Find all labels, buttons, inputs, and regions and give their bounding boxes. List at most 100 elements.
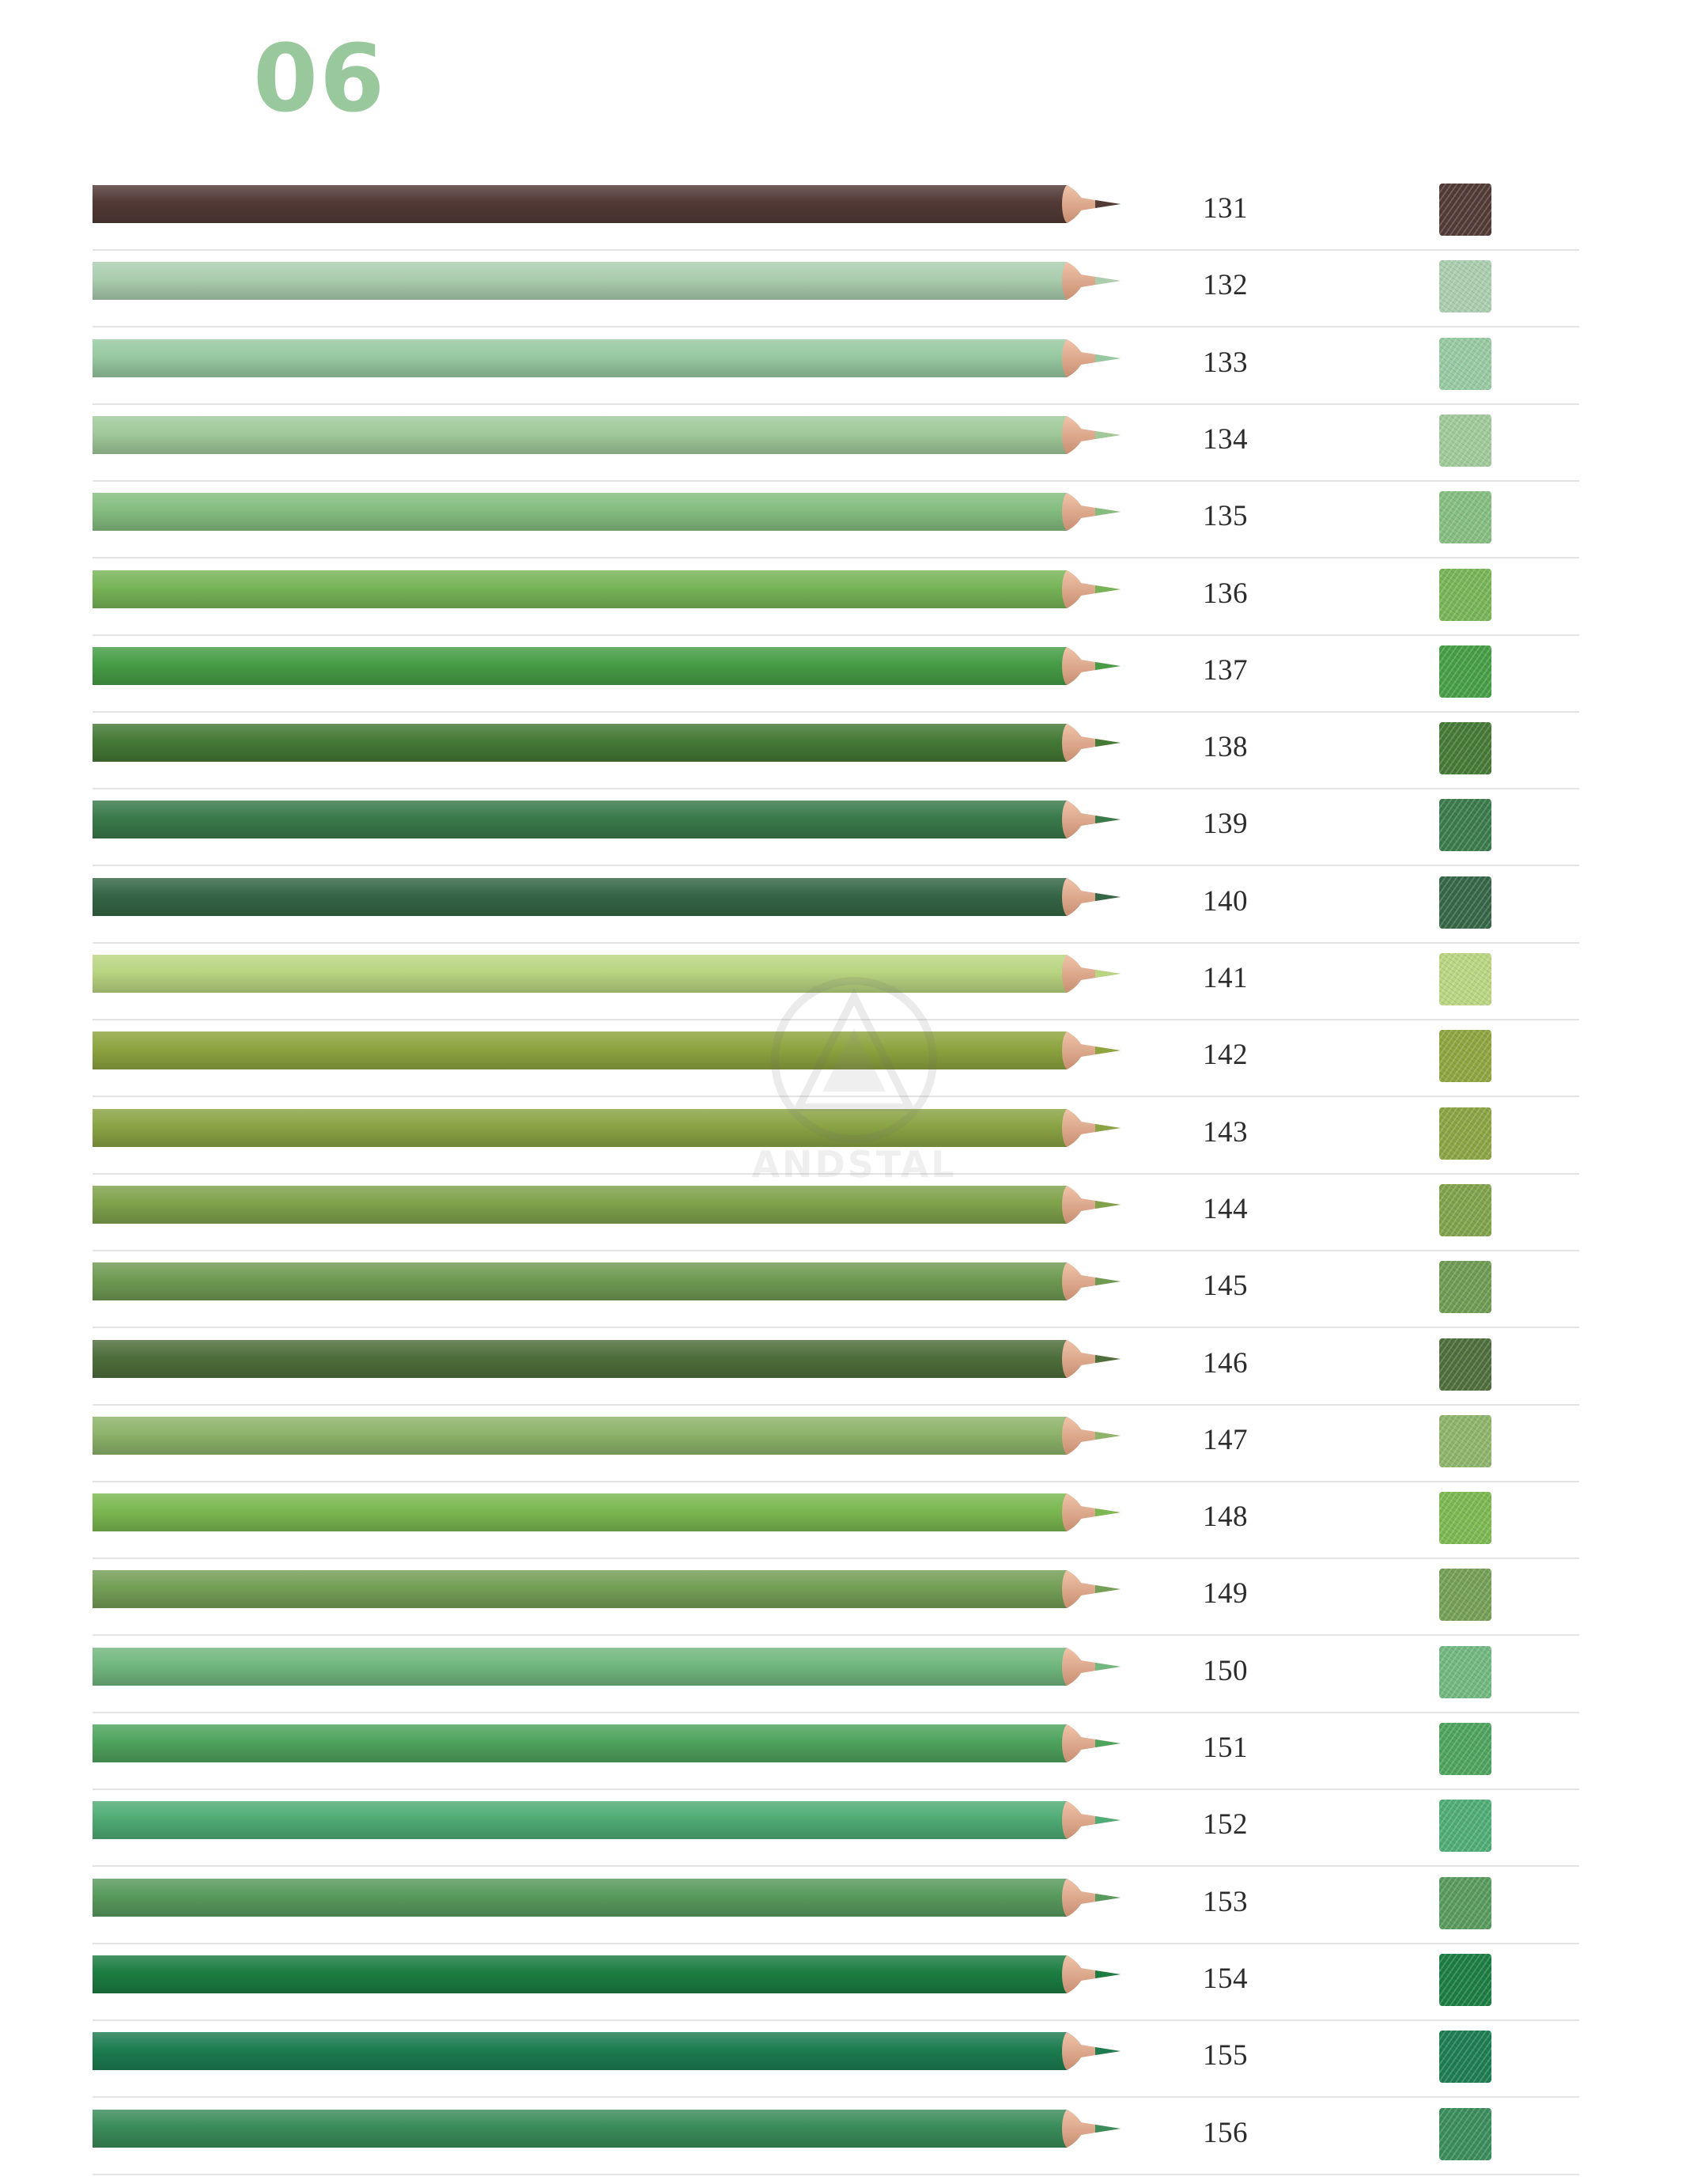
pencil-row: 135 xyxy=(93,491,1579,567)
pencil-illustration xyxy=(93,415,1121,454)
color-swatch xyxy=(1439,2031,1491,2084)
pencil-row: 137 xyxy=(93,645,1579,721)
color-code: 148 xyxy=(1203,1501,1248,1534)
color-swatch xyxy=(1439,1261,1491,1314)
pencil-row: 155 xyxy=(93,2031,1579,2106)
color-code: 138 xyxy=(1203,731,1248,764)
color-swatch xyxy=(1439,876,1491,929)
color-code: 135 xyxy=(1203,500,1248,533)
color-code: 145 xyxy=(1203,1270,1248,1303)
pencil-illustration xyxy=(93,1724,1121,1762)
color-swatch xyxy=(1439,568,1491,621)
pencil-illustration xyxy=(93,570,1121,608)
pencil-row: 152 xyxy=(93,1800,1579,1876)
color-swatch xyxy=(1439,1645,1491,1698)
pencil-row: 149 xyxy=(93,1569,1579,1645)
color-swatch xyxy=(1439,260,1491,313)
pencil-illustration xyxy=(93,1339,1121,1378)
row-divider xyxy=(93,249,1579,251)
pencil-illustration xyxy=(93,801,1121,839)
color-swatch xyxy=(1439,1107,1491,1160)
row-divider xyxy=(93,1480,1579,1482)
color-code: 150 xyxy=(1203,1654,1248,1687)
color-swatch xyxy=(1439,1876,1491,1929)
color-code: 132 xyxy=(1203,269,1248,302)
pencil-row: 133 xyxy=(93,337,1579,414)
row-divider xyxy=(93,326,1579,328)
pencil-row: 144 xyxy=(93,1183,1579,1260)
pencil-illustration xyxy=(93,724,1121,763)
color-code: 140 xyxy=(1203,884,1248,918)
color-code: 136 xyxy=(1203,577,1248,610)
pencil-row: 141 xyxy=(93,953,1579,1029)
pencil-illustration xyxy=(93,1493,1121,1532)
row-divider xyxy=(93,1634,1579,1637)
pencil-illustration xyxy=(93,1262,1121,1301)
color-swatch xyxy=(1439,414,1491,467)
color-code: 146 xyxy=(1203,1346,1248,1380)
color-swatch xyxy=(1439,1800,1491,1853)
row-divider xyxy=(93,1788,1579,1790)
row-divider xyxy=(93,1096,1579,1098)
pencil-row: 134 xyxy=(93,414,1579,490)
page-title: 06 xyxy=(253,24,387,133)
pencil-row: 153 xyxy=(93,1876,1579,1953)
color-code: 149 xyxy=(1203,1577,1248,1611)
pencil-row: 138 xyxy=(93,722,1579,798)
pencil-row: 139 xyxy=(93,799,1579,875)
pencil-illustration xyxy=(93,1955,1121,1993)
row-divider xyxy=(93,1403,1579,1406)
color-swatch xyxy=(1439,645,1491,698)
color-swatch xyxy=(1439,491,1491,544)
color-code: 142 xyxy=(1203,1039,1248,1072)
color-swatch xyxy=(1439,722,1491,775)
pencil-illustration xyxy=(93,877,1121,916)
pencil-row: 145 xyxy=(93,1261,1579,1337)
color-swatch xyxy=(1439,2107,1491,2160)
row-divider xyxy=(93,1558,1579,1560)
color-code: 144 xyxy=(1203,1192,1248,1225)
pencil-row: 156 xyxy=(93,2107,1579,2184)
row-divider xyxy=(93,941,1579,944)
pencil-illustration xyxy=(93,1031,1121,1070)
row-divider xyxy=(93,1865,1579,1868)
row-divider xyxy=(93,479,1579,482)
color-swatch xyxy=(1439,799,1491,852)
pencil-illustration xyxy=(93,339,1121,377)
row-divider xyxy=(93,1711,1579,1713)
row-divider xyxy=(93,1249,1579,1251)
pencil-row: 147 xyxy=(93,1414,1579,1491)
row-divider xyxy=(93,403,1579,405)
pencil-illustration xyxy=(93,1801,1121,1840)
row-divider xyxy=(93,2173,1579,2175)
pencil-illustration xyxy=(93,1570,1121,1609)
color-swatch xyxy=(1439,1030,1491,1083)
row-divider xyxy=(93,865,1579,867)
color-code: 137 xyxy=(1203,653,1248,687)
color-code: 156 xyxy=(1203,2116,1248,2149)
pencil-row: 146 xyxy=(93,1338,1579,1414)
pencil-row: 142 xyxy=(93,1030,1579,1106)
color-swatch xyxy=(1439,337,1491,390)
color-code: 134 xyxy=(1203,422,1248,456)
pencil-illustration xyxy=(93,2109,1121,2148)
pencil-illustration xyxy=(93,955,1121,993)
pencil-row: 132 xyxy=(93,260,1579,336)
row-divider xyxy=(93,1327,1579,1329)
color-code: 143 xyxy=(1203,1115,1248,1149)
pencil-illustration xyxy=(93,262,1121,301)
pencil-illustration xyxy=(93,493,1121,532)
row-divider xyxy=(93,1172,1579,1175)
row-divider xyxy=(93,2096,1579,2099)
color-code: 131 xyxy=(1203,192,1248,225)
row-divider xyxy=(93,1942,1579,1944)
pencil-row: 151 xyxy=(93,1723,1579,1799)
color-code: 133 xyxy=(1203,346,1248,379)
color-code: 155 xyxy=(1203,2039,1248,2072)
pencil-illustration xyxy=(93,1185,1121,1224)
color-code: 154 xyxy=(1203,1962,1248,1995)
color-swatch xyxy=(1439,1953,1491,2006)
pencil-row: 140 xyxy=(93,876,1579,952)
row-divider xyxy=(93,557,1579,559)
